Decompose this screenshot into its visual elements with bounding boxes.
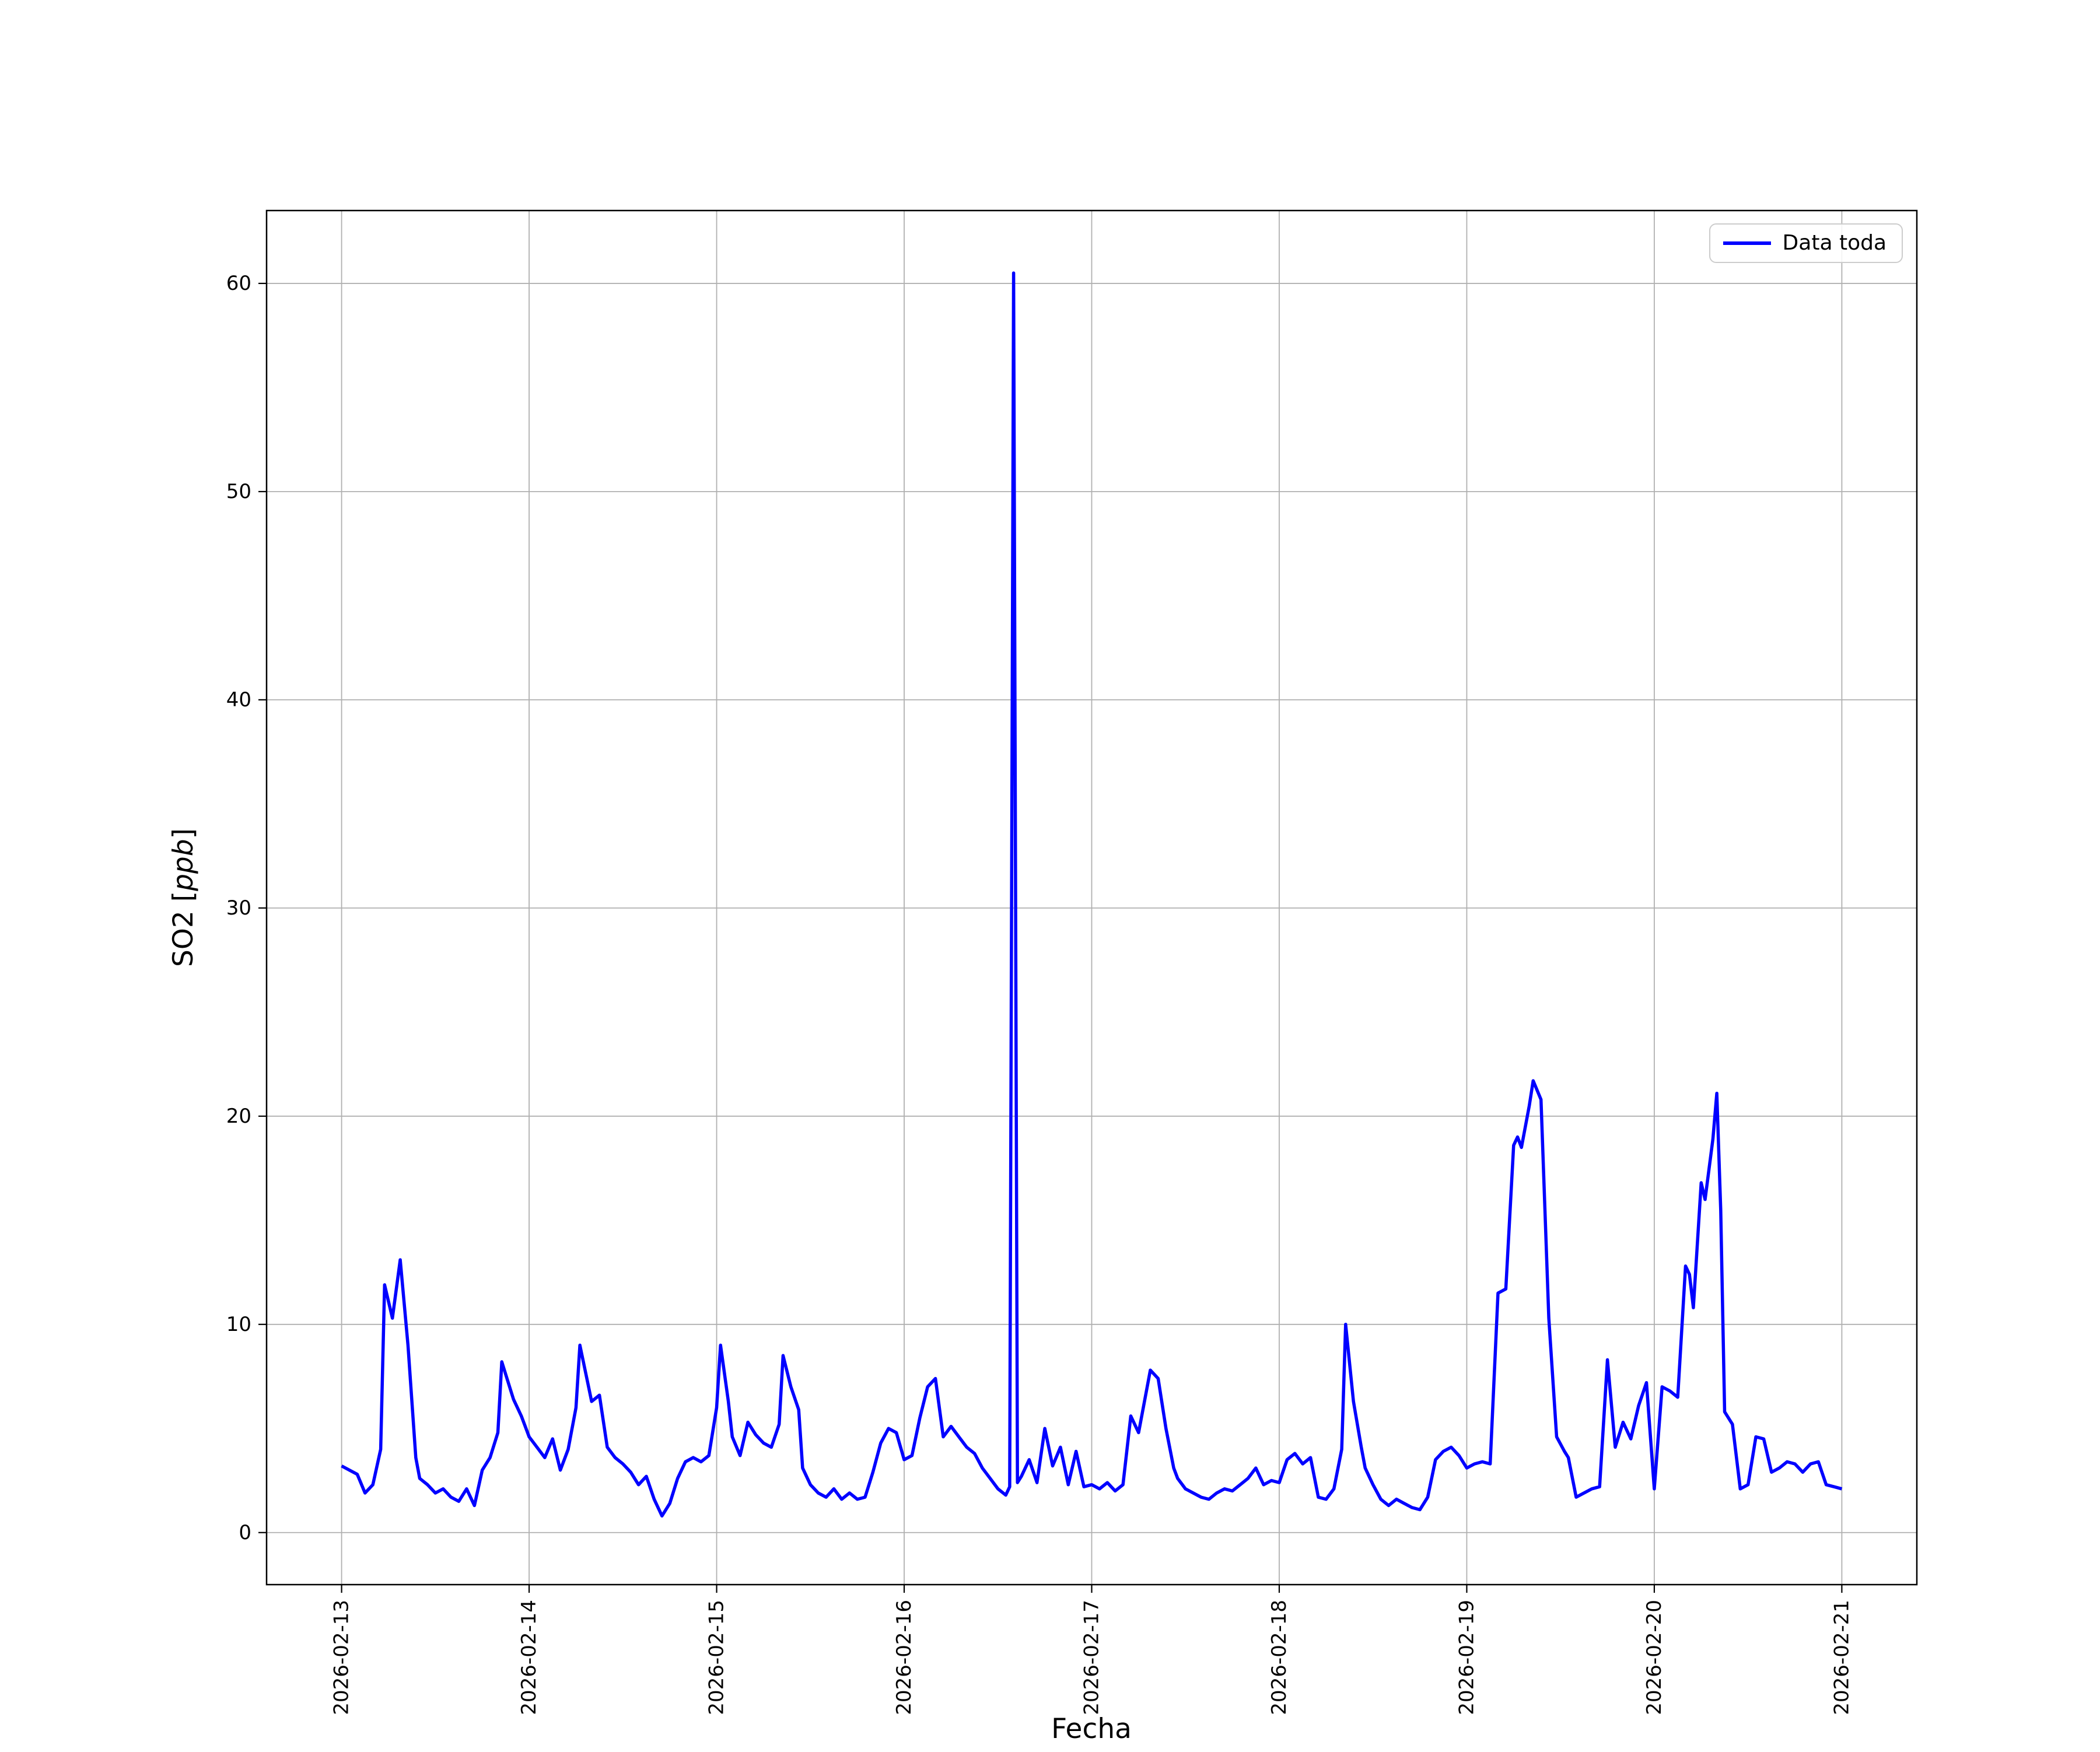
x-tick-label: 2026-02-15 xyxy=(705,1600,729,1715)
x-tick-label: 2026-02-21 xyxy=(1830,1600,1853,1715)
series-layer xyxy=(341,271,1843,1518)
legend-line-swatch xyxy=(1723,241,1771,245)
series-line xyxy=(341,271,1843,1518)
y-axis-label: SO2 [ppb] xyxy=(167,828,200,967)
x-tick-label: 2026-02-18 xyxy=(1268,1600,1291,1715)
x-tick-label: 2026-02-19 xyxy=(1455,1600,1478,1715)
x-tick-label: 2026-02-13 xyxy=(330,1600,354,1715)
x-tick-label: 2026-02-20 xyxy=(1643,1600,1666,1715)
y-tick-label: 10 xyxy=(226,1313,251,1336)
grid-layer xyxy=(267,211,1917,1585)
y-tick-label: 30 xyxy=(226,896,251,920)
x-axis-label: Fecha xyxy=(1051,1713,1132,1745)
x-tick-label: 2026-02-16 xyxy=(892,1600,916,1715)
y-tick-label: 60 xyxy=(226,272,251,295)
x-tick-label: 2026-02-17 xyxy=(1080,1600,1104,1715)
y-tick-label: 50 xyxy=(226,480,251,503)
legend: Data toda xyxy=(1709,223,1903,263)
x-tick-label: 2026-02-14 xyxy=(517,1600,541,1715)
axes-layer: 2026-02-13 2026-02-14 2026-02-15 2026-02-16… xyxy=(226,209,1918,1715)
y-tick-label: 0 xyxy=(239,1521,251,1544)
y-tick-label: 40 xyxy=(226,688,251,712)
y-tick-label: 20 xyxy=(226,1105,251,1128)
legend-label: Data toda xyxy=(1782,231,1887,255)
